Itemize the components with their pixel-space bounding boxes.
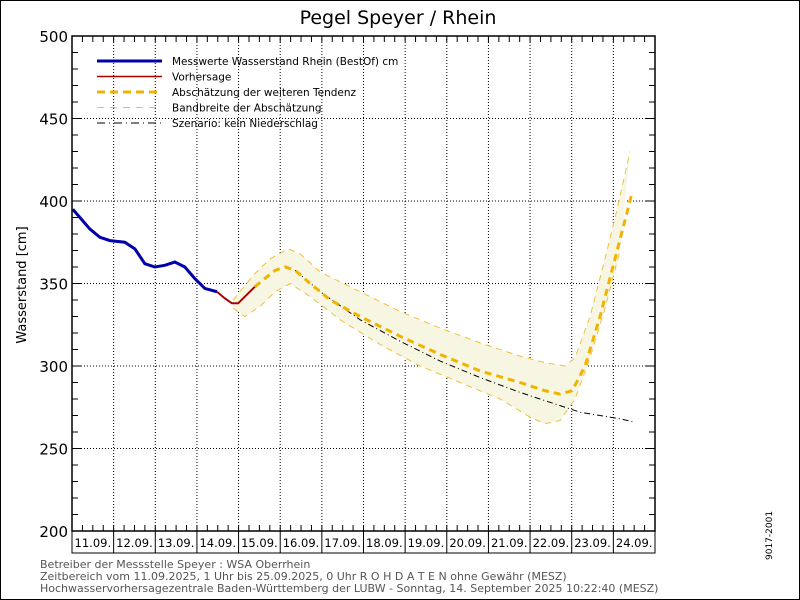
x-date-label: 15.09. bbox=[241, 536, 278, 550]
y-tick-label: 300 bbox=[39, 358, 68, 376]
band-lower-line bbox=[232, 250, 621, 425]
uncertainty-band-fill bbox=[233, 151, 631, 424]
station-code: 9017-2001 bbox=[764, 510, 775, 560]
x-date-label: 21.09. bbox=[491, 536, 528, 550]
measured-line bbox=[71, 208, 218, 294]
chart-title: Pegel Speyer / Rhein bbox=[300, 7, 497, 29]
band-upper-line bbox=[232, 151, 631, 367]
x-date-label: 19.09. bbox=[408, 536, 445, 550]
x-date-label: 24.09. bbox=[616, 536, 653, 550]
x-date-label: 14.09. bbox=[199, 536, 236, 550]
water-level-chart: Pegel Speyer / Rhein Wasserstand [cm] 20… bbox=[15, 7, 656, 554]
legend-label: Vorhersage bbox=[172, 72, 231, 84]
x-date-label: 11.09. bbox=[75, 536, 112, 550]
forecast-line bbox=[216, 286, 256, 305]
legend-label: Abschätzung der weiteren Tendenz bbox=[172, 87, 357, 99]
trend-estimate-line bbox=[253, 192, 634, 396]
y-axis-label: Wasserstand [cm] bbox=[15, 226, 30, 343]
scenario-no-rain-line bbox=[294, 269, 635, 423]
x-date-label: 20.09. bbox=[449, 536, 486, 550]
x-date-label: 18.09. bbox=[366, 536, 403, 550]
footer-operator: Betreiber der Messstelle Speyer : WSA Ob… bbox=[40, 558, 311, 571]
y-tick-label: 350 bbox=[39, 276, 68, 294]
y-tick-label: 200 bbox=[39, 523, 68, 541]
legend-label: Szenario: kein Niederschlag bbox=[172, 118, 318, 130]
x-date-label: 23.09. bbox=[574, 536, 611, 550]
legend-label: Messwerte Wasserstand Rhein (BestOf) cm bbox=[172, 56, 398, 68]
x-date-label: 17.09. bbox=[324, 536, 361, 550]
legend-label: Bandbreite der Abschätzung bbox=[172, 103, 322, 115]
y-tick-label: 500 bbox=[39, 28, 68, 46]
footer-timerange: Zeitbereich vom 11.09.2025, 1 Uhr bis 25… bbox=[40, 570, 567, 583]
x-date-label: 12.09. bbox=[116, 536, 153, 550]
footer-publisher: Hochwasservorhersagezentrale Baden-Württ… bbox=[40, 582, 659, 595]
x-date-label: 22.09. bbox=[533, 536, 570, 550]
x-date-label: 13.09. bbox=[158, 536, 195, 550]
y-tick-label: 400 bbox=[39, 193, 68, 211]
x-date-label: 16.09. bbox=[283, 536, 320, 550]
y-tick-label: 450 bbox=[39, 111, 68, 129]
y-tick-label: 250 bbox=[39, 441, 68, 459]
